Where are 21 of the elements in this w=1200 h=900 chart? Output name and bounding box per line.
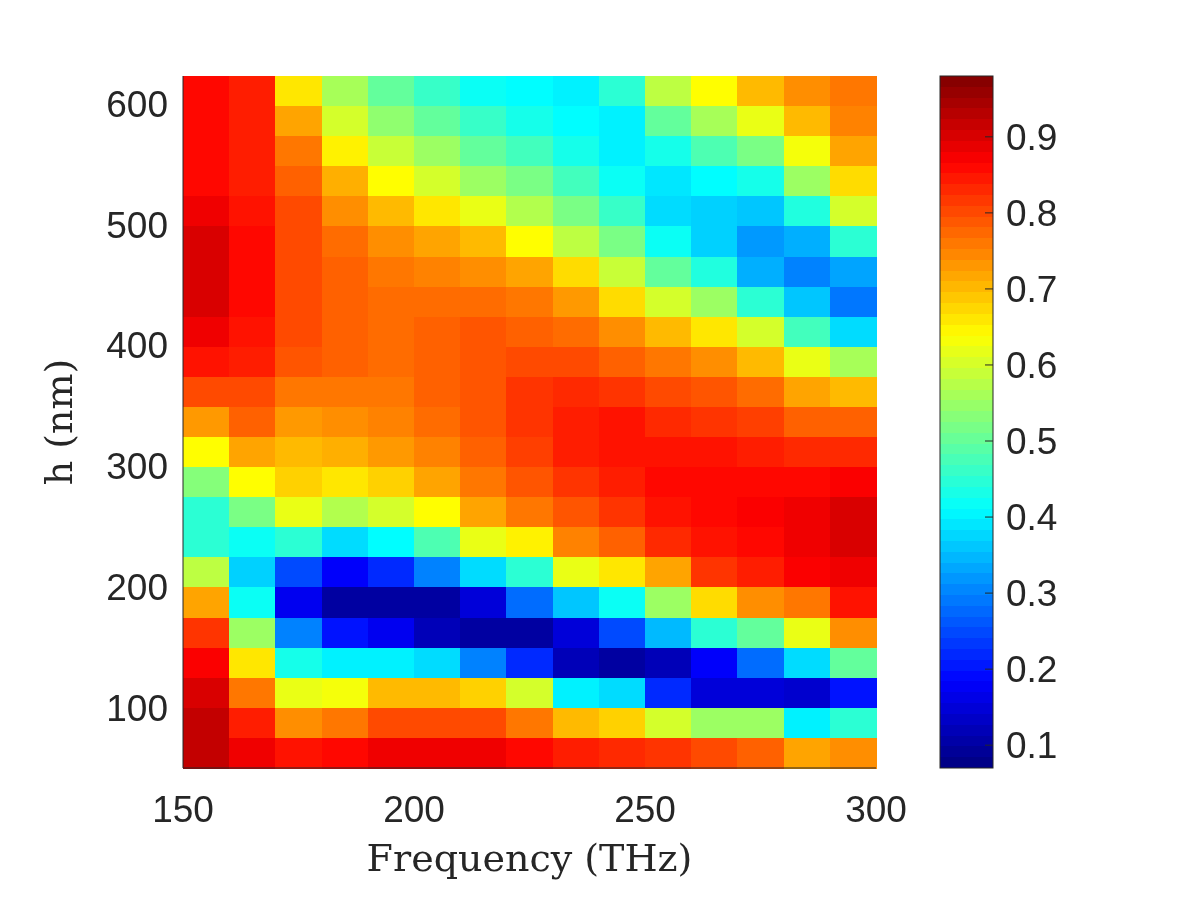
y-tick-label: 400 [106,325,168,367]
x-tick-label: 150 [152,789,214,830]
y-tick-label: 300 [106,446,168,488]
y-tick-label: 100 [106,687,168,729]
y-axis-title: h (nm) [37,358,81,486]
color-bar-label: 0.4 [1006,497,1058,539]
color-bar-label: 0.3 [1006,573,1058,615]
x-tick-label: 250 [614,789,676,830]
x-tick-label: 200 [383,789,445,830]
y-tick-label: 200 [106,566,168,608]
x-tick-label: 300 [845,789,907,830]
y-tick-label: 500 [106,204,168,246]
color-bar-label: 0.8 [1006,192,1058,234]
color-bar-label: 0.9 [1006,116,1058,158]
color-bar-label: 0.2 [1006,649,1058,691]
color-bar-label: 0.6 [1006,344,1058,386]
color-bar-label: 0.7 [1006,268,1058,310]
color-bar-label: 0.5 [1006,421,1058,463]
color-bar-label: 0.1 [1006,725,1058,767]
y-tick-label: 600 [106,83,168,125]
x-axis-title: Frequency (THz) [366,836,693,880]
